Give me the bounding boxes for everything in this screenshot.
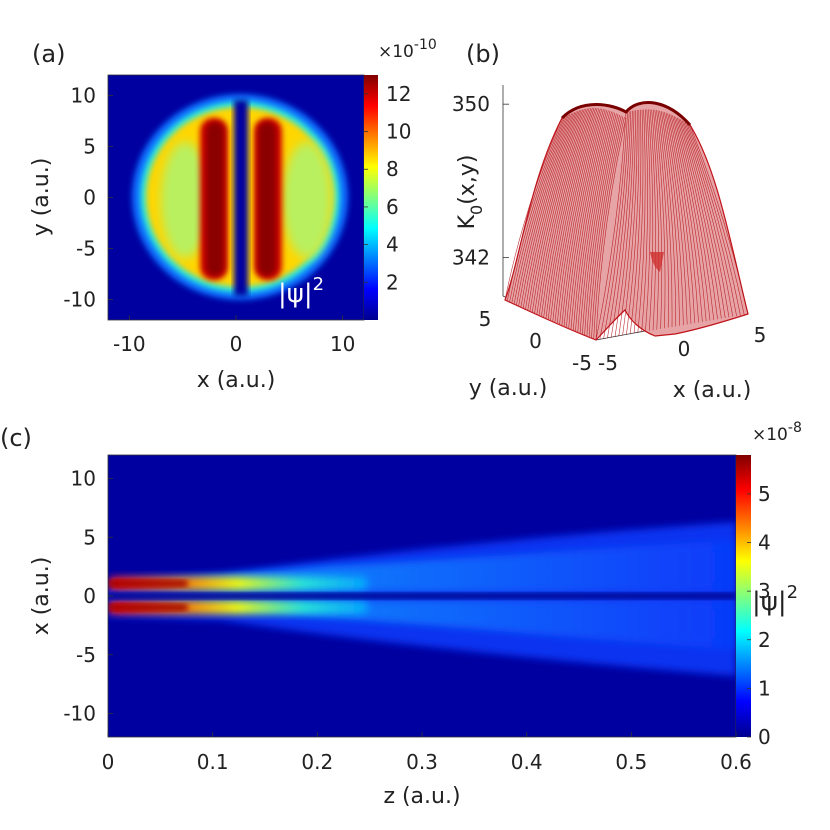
panel-c: (c) |ψ|2 ×10-8 z (a.u.) x (a.u.) [0, 420, 802, 809]
colorbar-c-tick: 4 [758, 531, 771, 555]
y-tick-c: 10 [71, 467, 96, 491]
panel-b-label: (b) [466, 40, 500, 68]
x-tick-b: 0 [678, 337, 691, 361]
x-tick-c: 0.3 [406, 750, 438, 774]
colorbar-c-tick: 2 [758, 628, 771, 652]
colorbar-a-tick: 12 [386, 82, 411, 106]
y-tick-b: -5 [572, 351, 592, 375]
y-tick-c: 0 [83, 584, 96, 608]
y-tick-c: 5 [83, 525, 96, 549]
colorbar-a-multiplier: ×10-10 [378, 37, 437, 62]
x-tick-c: 0.6 [720, 750, 752, 774]
y-tick-a: 5 [83, 134, 96, 158]
colorbar-a-tick: 8 [386, 157, 399, 181]
colorbar-c-tick: 5 [758, 482, 771, 506]
y-tick-c: -5 [76, 643, 96, 667]
x-tick-c: 0 [102, 750, 115, 774]
y-axis-label-b: y (a.u.) [469, 376, 548, 401]
z-tick-b: 342 [452, 246, 490, 270]
colorbar-a-tick: 2 [386, 270, 399, 294]
y-axis-label-a: y (a.u.) [29, 158, 54, 237]
x-axis-label-a: x (a.u.) [197, 368, 276, 393]
colorbar-a [364, 75, 378, 320]
colorbar-c-tick: 1 [758, 676, 771, 700]
y-tick-b: 5 [479, 307, 492, 331]
y-tick-a: -5 [76, 237, 96, 261]
y-tick-b: 0 [529, 329, 542, 353]
panel-c-heatmap [108, 455, 736, 737]
x-tick-b: -5 [598, 351, 618, 375]
colorbar-a-tick: 4 [386, 233, 399, 257]
colorbar-a-tick: 10 [386, 120, 411, 144]
x-tick-c: 0.2 [301, 750, 333, 774]
colorbar-c-tick: 0 [758, 725, 771, 749]
colorbar-a-tick: 6 [386, 195, 399, 219]
colorbar-c-tick: 3 [758, 579, 771, 603]
psi-annotation-c: |ψ|2 [752, 582, 798, 617]
x-tick-c: 0.4 [511, 750, 543, 774]
x-tick-b: 5 [754, 323, 767, 347]
y-tick-a: 10 [71, 83, 96, 107]
y-tick-a: 0 [83, 186, 96, 210]
z-axis-label-b: K0(x,y) [455, 155, 486, 230]
surface-mesh [504, 100, 749, 341]
x-tick-a: -10 [113, 332, 146, 356]
panel-a-heatmap [108, 75, 364, 320]
x-tick-a: 10 [330, 332, 355, 356]
y-tick-a: -10 [63, 288, 96, 312]
x-axis-label-c: z (a.u.) [383, 784, 460, 809]
panel-c-label: (c) [0, 424, 32, 452]
x-tick-a: 0 [230, 332, 243, 356]
panel-a-label: (a) [32, 40, 65, 68]
psi-annotation-a: |ψ|2 [278, 274, 324, 309]
x-tick-c: 0.1 [197, 750, 229, 774]
panel-b: (b) K0(x,y) y (a.u.) x (a.u.) [455, 40, 751, 403]
z-tick-b: 350 [452, 92, 490, 116]
colorbar-c-multiplier: ×10-8 [752, 420, 802, 445]
y-axis-label-c: x (a.u.) [29, 557, 54, 636]
y-tick-c: -10 [63, 702, 96, 726]
colorbar-c [736, 455, 751, 737]
x-tick-c: 0.5 [615, 750, 647, 774]
x-axis-label-b: x (a.u.) [673, 378, 752, 403]
